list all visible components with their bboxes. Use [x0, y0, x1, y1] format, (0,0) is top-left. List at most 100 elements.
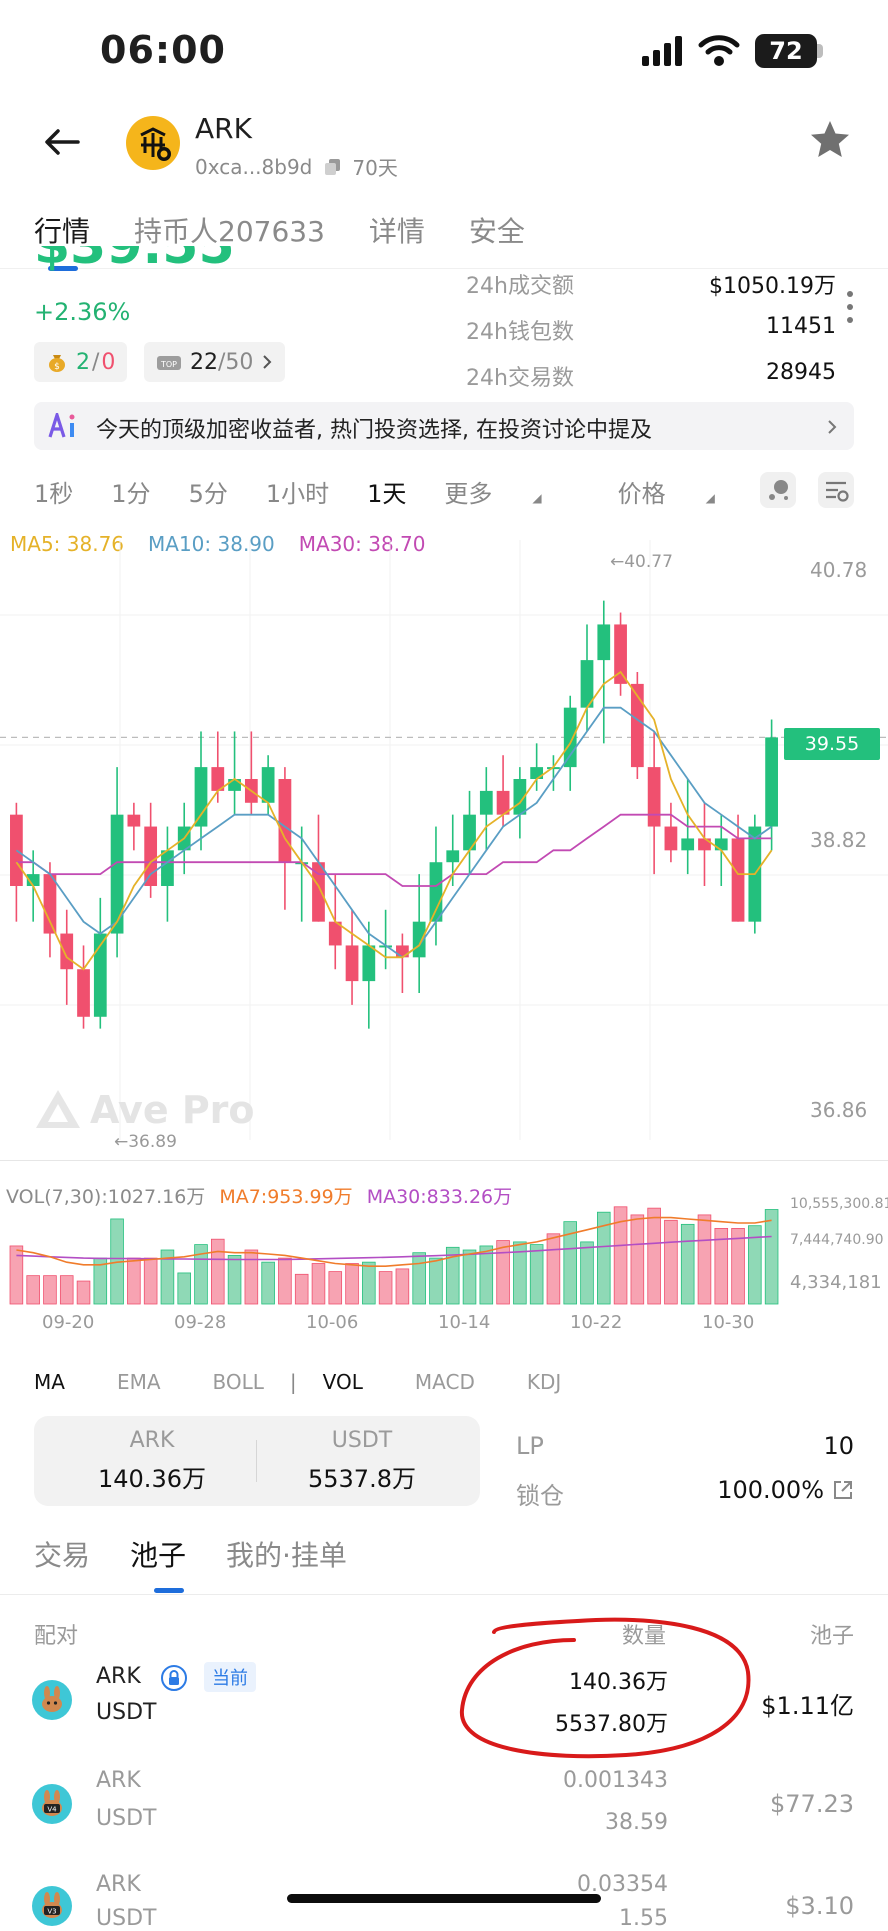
indicator-ema[interactable]: EMA: [116, 1370, 161, 1394]
volume-bar: [395, 1268, 410, 1305]
vol-ma30-label: MA30:833.26万: [366, 1186, 513, 1208]
vol-axis-low: 4,334,181: [790, 1272, 882, 1293]
volume-bar: [328, 1271, 343, 1305]
volume-bar: [714, 1228, 729, 1305]
interval-1s[interactable]: 1秒: [34, 480, 74, 508]
interval-1h[interactable]: 1小时: [265, 480, 330, 508]
ma30-label: MA30: 38.70: [298, 532, 426, 556]
main-tabs: 行情 持币人207633 详情 安全: [34, 208, 569, 252]
candle-body: [429, 862, 443, 922]
back-arrow-icon[interactable]: [38, 118, 86, 166]
pool-qty-b: 38.59: [605, 1810, 668, 1835]
tab-holders[interactable]: 持币人207633: [134, 215, 325, 248]
volume-chart[interactable]: [0, 1196, 888, 1306]
volume-bar: [59, 1275, 74, 1305]
volume-bar: [127, 1257, 141, 1305]
lock-value-group[interactable]: 100.00%: [717, 1476, 854, 1504]
subtab-my-orders[interactable]: 我的·挂单: [226, 1539, 347, 1572]
high-marker: ←40.77: [610, 552, 673, 572]
dropdown-triangle-icon: ◢: [705, 491, 715, 505]
lock-icon: [161, 1665, 187, 1691]
candle-body: [127, 814, 141, 827]
candle-body: [211, 767, 225, 791]
candle-body: [446, 850, 460, 863]
candle-body: [60, 933, 74, 970]
pool-liquidity: $77.23: [770, 1790, 854, 1818]
volume-bar: [630, 1214, 645, 1305]
tax-pill[interactable]: $ 2/0: [34, 342, 128, 382]
top-crown-icon: TOP: [157, 356, 181, 370]
volume-bar: [748, 1225, 762, 1305]
interval-more[interactable]: 更多 ◢: [444, 474, 579, 509]
subtab-trades[interactable]: 交易: [34, 1539, 91, 1572]
volume-bar: [362, 1261, 376, 1305]
volume-bar: [563, 1221, 577, 1305]
price-type-select[interactable]: 价格 ◢: [618, 474, 753, 509]
indicator-ma[interactable]: MA: [34, 1370, 65, 1394]
indicator-kdj[interactable]: KDJ: [526, 1370, 562, 1394]
subtab-pools[interactable]: 池子: [130, 1539, 187, 1572]
tab-market[interactable]: 行情: [34, 215, 91, 248]
indicator-vol[interactable]: VOL: [322, 1370, 363, 1394]
vol-ma7-label: MA7:953.99万: [219, 1186, 353, 1208]
interval-5m[interactable]: 5分: [188, 480, 228, 508]
volume-bar: [597, 1211, 611, 1305]
x-tick-label: 09-20: [42, 1312, 95, 1333]
candle-body: [396, 945, 409, 958]
token-age: 70天: [352, 156, 398, 180]
pool-liquidity: $3.10: [785, 1892, 854, 1920]
ma10-line: [15, 706, 773, 959]
more-vertical-icon[interactable]: [846, 290, 854, 324]
indicator-macd[interactable]: MACD: [414, 1370, 475, 1394]
pool-qty-b: 1.55: [619, 1906, 668, 1931]
pair-token-a: ARK: [96, 1768, 141, 1793]
candle-body: [530, 767, 544, 779]
volume-bar: [764, 1209, 779, 1305]
tab-security[interactable]: 安全: [468, 215, 525, 248]
candle-body: [580, 660, 594, 708]
volume-bar: [9, 1245, 24, 1305]
volume-bar: [160, 1249, 175, 1305]
candle-body: [630, 683, 644, 768]
interval-1m[interactable]: 1分: [111, 480, 151, 508]
current-price-tag: 39.55: [784, 728, 880, 760]
candle-body: [93, 933, 107, 1017]
rank-total: /50: [218, 349, 254, 375]
candle-body: [194, 767, 208, 827]
token-logo: [126, 116, 180, 170]
candle-body: [597, 624, 611, 661]
pancakeswap-v3-icon: V3: [32, 1886, 72, 1926]
interval-1d[interactable]: 1天: [367, 480, 407, 508]
chevron-right-icon: [828, 420, 837, 434]
tax-sell: 0: [101, 349, 116, 375]
contract-address[interactable]: 0xca...8b9d: [195, 154, 313, 179]
rank-pill[interactable]: TOP 22/50: [144, 342, 286, 382]
volume-bar: [294, 1273, 309, 1305]
price-axis-high: 40.78: [810, 558, 868, 582]
candle-body: [765, 737, 778, 827]
candle-body: [278, 779, 292, 863]
candle-body: [496, 790, 510, 815]
candle-body: [144, 826, 158, 886]
stat-label-txs: 24h交易数: [466, 366, 574, 391]
ai-banner[interactable]: 今天的顶级加密收益者, 热门投资选择, 在投资讨论中提及: [34, 402, 854, 450]
tab-details[interactable]: 详情: [368, 215, 425, 248]
low-marker: ←36.89: [114, 1132, 177, 1152]
volume-bar: [244, 1249, 259, 1305]
tabs-divider: [0, 268, 888, 269]
chart-settings-button[interactable]: [818, 472, 854, 508]
battery-cap: [817, 44, 823, 58]
volume-legend: VOL(7,30):1027.16万 MA7:953.99万 MA30:833.…: [6, 1182, 526, 1209]
vol-axis-mid: 7,444,740.90: [790, 1232, 884, 1248]
col-header-pair: 配对: [34, 1624, 79, 1649]
favorite-star-icon[interactable]: [808, 118, 852, 162]
volume-bar: [496, 1240, 510, 1305]
copy-icon[interactable]: [324, 158, 342, 176]
volume-bar: [445, 1246, 460, 1305]
drawing-tool-button[interactable]: [760, 472, 796, 508]
chart-separator: [0, 1160, 888, 1161]
subtab-divider: [0, 1594, 888, 1595]
pool-qty-a: 0.03354: [577, 1872, 668, 1897]
indicator-boll[interactable]: BOLL: [212, 1370, 264, 1394]
candlestick-chart[interactable]: [0, 540, 888, 1160]
